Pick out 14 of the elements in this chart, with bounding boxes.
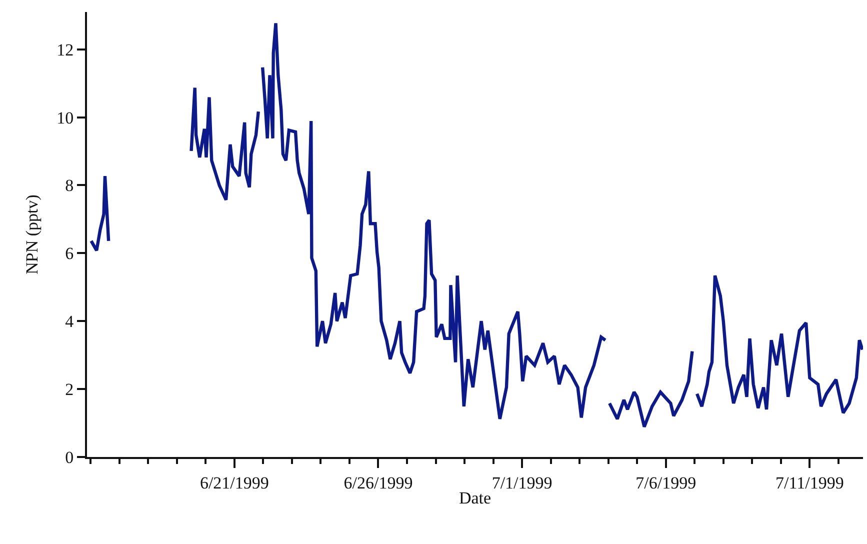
y-tick-label: 0 — [65, 448, 74, 467]
x-axis-title: Date — [458, 488, 492, 508]
x-tick-label: 7/11/1999 — [776, 473, 844, 492]
y-tick-label: 6 — [65, 244, 74, 264]
y-tick-label: 10 — [56, 108, 74, 128]
x-tick-label: 6/26/1999 — [344, 473, 413, 492]
y-tick-label: 2 — [65, 380, 74, 400]
y-tick-label: 12 — [56, 40, 74, 60]
x-tick-label: 7/1/1999 — [492, 473, 552, 492]
x-tick-label: 6/21/1999 — [200, 473, 269, 492]
x-tick-label: 7/6/1999 — [636, 473, 696, 492]
y-tick-label: 8 — [65, 176, 74, 196]
y-tick-label: 4 — [65, 312, 74, 332]
y-axis-title: NPN (pptv) — [22, 194, 42, 274]
